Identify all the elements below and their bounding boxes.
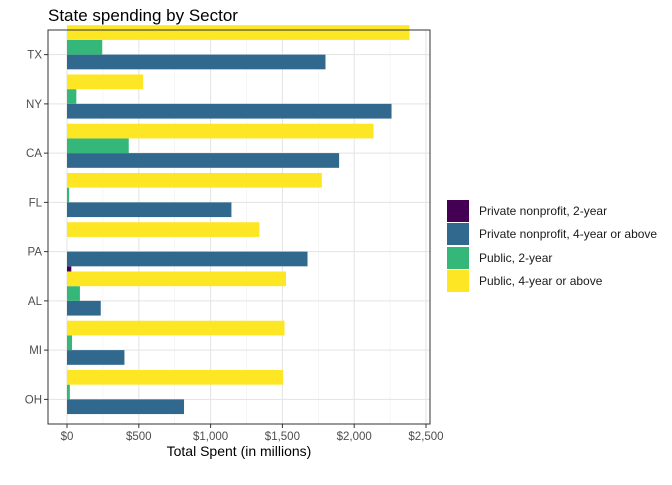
y-tick-label: MI — [29, 345, 42, 357]
plot-panel-border — [47, 29, 431, 425]
x-tick-label: $0 — [61, 431, 74, 443]
legend-item: Public, 2-year — [447, 246, 657, 270]
x-axis-label: Total Spent (in millions) — [167, 443, 312, 459]
bar-mi-2 — [67, 350, 125, 365]
bar-ny-2 — [67, 103, 392, 119]
legend-item: Private nonprofit, 4-year or above — [447, 223, 657, 247]
legend-label: Public, 2-year — [479, 250, 553, 265]
legend-label: Private nonprofit, 4-year or above — [479, 227, 658, 242]
bar-ny-3 — [67, 89, 77, 104]
bar-oh-2 — [67, 399, 185, 415]
y-tick-label: FL — [29, 197, 43, 209]
bar-pa-2 — [67, 251, 308, 267]
y-tick-label: NY — [26, 99, 42, 111]
axes-layer: $0 $500 $1,000 $1,500 $2,000 $2,500 TX NY CA FL PA… — [25, 50, 444, 459]
bar-ca-4 — [67, 123, 374, 139]
bar-ca-3 — [67, 138, 129, 154]
legend-swatch — [447, 270, 469, 293]
bar-fl-4 — [67, 172, 322, 188]
bar-al-4 — [67, 271, 286, 287]
legend: Private nonprofit, 2-year Private nonprof… — [447, 199, 657, 293]
legend-label: Private nonprofit, 2-year — [479, 203, 608, 218]
bar-mi-4 — [67, 320, 285, 336]
y-tick-label: CA — [26, 148, 42, 160]
y-tick-label: PA — [28, 247, 43, 259]
x-tick-label: $1,500 — [265, 431, 300, 443]
chart-title: State spending by Sector — [48, 6, 238, 25]
bar-pa-4 — [67, 222, 260, 237]
legend-label: Public, 4-year or above — [479, 274, 603, 289]
x-tick-label: $1,000 — [193, 431, 228, 443]
bar-oh-3 — [67, 384, 70, 400]
legend-item: Public, 4-year or above — [447, 270, 657, 294]
bar-fl-3 — [67, 187, 70, 203]
legend-swatch — [447, 223, 469, 246]
y-tick-label: AL — [28, 296, 43, 308]
bar-ny-4 — [67, 74, 144, 90]
bar-fl-2 — [67, 202, 232, 218]
bar-tx-4 — [67, 25, 410, 40]
legend-swatch — [447, 246, 469, 269]
legend-swatch — [447, 199, 469, 222]
x-tick-label: $2,000 — [337, 431, 372, 443]
x-tick-label: $500 — [126, 431, 152, 443]
y-tick-label: TX — [27, 50, 42, 62]
bar-tx-2 — [67, 54, 326, 70]
x-tick-label: $2,500 — [408, 431, 443, 443]
y-tick-label: OH — [25, 394, 42, 406]
bars-layer — [67, 25, 410, 415]
legend-item: Private nonprofit, 2-year — [447, 199, 657, 223]
bar-al-3 — [67, 286, 80, 301]
bar-oh-4 — [67, 369, 284, 385]
bar-mi-3 — [67, 335, 73, 351]
bar-tx-3 — [67, 39, 103, 55]
bar-al-2 — [67, 300, 101, 316]
bar-ca-2 — [67, 153, 340, 168]
